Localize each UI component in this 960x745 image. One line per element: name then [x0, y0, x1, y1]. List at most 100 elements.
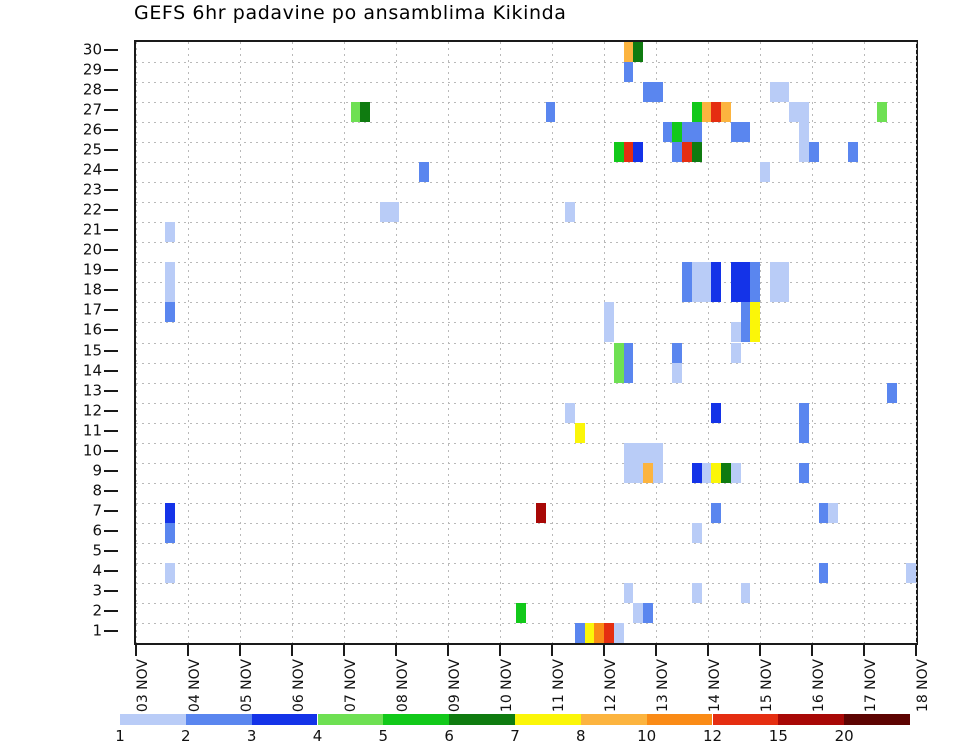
colorbar-tick-label: 2 — [181, 727, 191, 745]
y-axis-label: 16 — [82, 320, 102, 339]
heatmap-cell — [750, 302, 760, 323]
heatmap-cell — [604, 622, 614, 643]
heatmap-cell — [691, 262, 702, 283]
heatmap-cell — [730, 122, 741, 143]
x-axis-label: 16 NOV — [811, 659, 827, 713]
y-axis-label: 13 — [82, 381, 102, 400]
heatmap-cell — [545, 102, 556, 123]
gridline-horizontal — [136, 602, 916, 604]
heatmap-cell — [808, 142, 819, 163]
y-axis-label: 11 — [82, 421, 102, 440]
y-axis-label: 5 — [92, 541, 102, 560]
heatmap-cell — [799, 142, 809, 163]
y-axis-tick — [104, 249, 118, 252]
heatmap-cell — [750, 282, 760, 303]
heatmap-cell — [789, 102, 799, 123]
heatmap-cell — [730, 462, 741, 483]
heatmap-cell — [691, 582, 702, 603]
x-axis-tick — [915, 645, 917, 656]
y-axis-label: 20 — [82, 240, 102, 259]
heatmap-cell — [701, 262, 712, 283]
heatmap-cell — [672, 342, 682, 363]
heatmap-cell — [652, 82, 663, 103]
gridline-horizontal — [136, 322, 916, 324]
heatmap-cell — [818, 502, 829, 523]
colorbar-tick-label: 6 — [444, 727, 454, 745]
heatmap-cell — [691, 462, 702, 483]
gridline-horizontal — [136, 522, 916, 524]
colorbar-segment — [317, 714, 384, 725]
gridline-horizontal — [136, 462, 916, 464]
heatmap-cell — [740, 322, 751, 343]
y-axis-label: 6 — [92, 521, 102, 540]
y-axis-label: 26 — [82, 120, 102, 139]
colorbar-tick-label: 7 — [510, 727, 520, 745]
heatmap-cell — [740, 262, 751, 283]
heatmap-cell — [633, 42, 643, 63]
colorbar-segment — [383, 714, 450, 725]
heatmap-cell — [623, 362, 634, 383]
x-axis-label: 14 NOV — [707, 659, 723, 713]
gridline-horizontal — [136, 422, 916, 424]
heatmap-cell — [877, 102, 887, 123]
heatmap-cell — [750, 262, 760, 283]
gridline-horizontal — [136, 122, 916, 124]
heatmap-cell — [652, 462, 663, 483]
gridline-horizontal — [136, 482, 916, 484]
x-axis-label: 03 NOV — [135, 659, 151, 713]
x-axis-label: 12 NOV — [603, 659, 619, 713]
y-axis-tick — [104, 469, 118, 472]
gridline-horizontal — [136, 382, 916, 384]
y-axis-label: 22 — [82, 200, 102, 219]
heatmap-cell — [779, 82, 790, 103]
gridlines — [136, 42, 917, 643]
gridline-horizontal — [136, 362, 916, 364]
heatmap-cell — [623, 582, 634, 603]
y-axis-tick — [104, 229, 118, 232]
heatmap-cell — [691, 102, 702, 123]
gridline-horizontal — [136, 222, 916, 224]
y-axis-tick — [104, 389, 118, 392]
y-axis-label: 14 — [82, 361, 102, 380]
heatmap-cell — [779, 262, 790, 283]
heatmap-cell — [730, 322, 741, 343]
gridline-horizontal — [136, 82, 916, 84]
heatmap-cell — [350, 102, 361, 123]
y-axis-tick — [104, 329, 118, 332]
colorbar-segment — [185, 714, 252, 725]
gridline-horizontal — [136, 342, 916, 344]
heatmap-cell — [682, 262, 692, 283]
x-axis-tick — [291, 645, 293, 656]
colorbar-tick-label: 8 — [576, 727, 586, 745]
gridline-horizontal — [136, 162, 916, 164]
y-axis-label: 25 — [82, 140, 102, 159]
y-axis-label: 10 — [82, 441, 102, 460]
heatmap-cell — [389, 202, 400, 223]
colorbar-segment — [646, 714, 713, 725]
heatmap-cell — [730, 342, 741, 363]
heatmap-cell — [682, 142, 692, 163]
heatmap-cell — [711, 102, 721, 123]
x-axis-label: 04 NOV — [187, 659, 203, 713]
heatmap-cell — [643, 462, 653, 483]
heatmap-cell — [769, 282, 780, 303]
heatmap-cell — [799, 422, 809, 443]
colorbar-tick-label: 10 — [637, 727, 657, 745]
heatmap-cell — [604, 322, 614, 343]
heatmap-cell — [818, 562, 829, 583]
heatmap-cell — [740, 282, 751, 303]
y-axis-tick — [104, 89, 118, 92]
heatmap-cell — [623, 442, 634, 463]
gridline-horizontal — [136, 242, 916, 244]
heatmap-cell — [682, 282, 692, 303]
heatmap-cell — [760, 162, 770, 183]
y-axis-label: 3 — [92, 581, 102, 600]
heatmap-cell — [740, 302, 751, 323]
heatmap-cell — [740, 122, 751, 143]
heatmap-cell — [682, 122, 692, 143]
heatmap-cell — [799, 102, 809, 123]
colorbar-segment — [120, 714, 186, 725]
y-axis-label: 19 — [82, 260, 102, 279]
y-axis-tick — [104, 629, 118, 632]
